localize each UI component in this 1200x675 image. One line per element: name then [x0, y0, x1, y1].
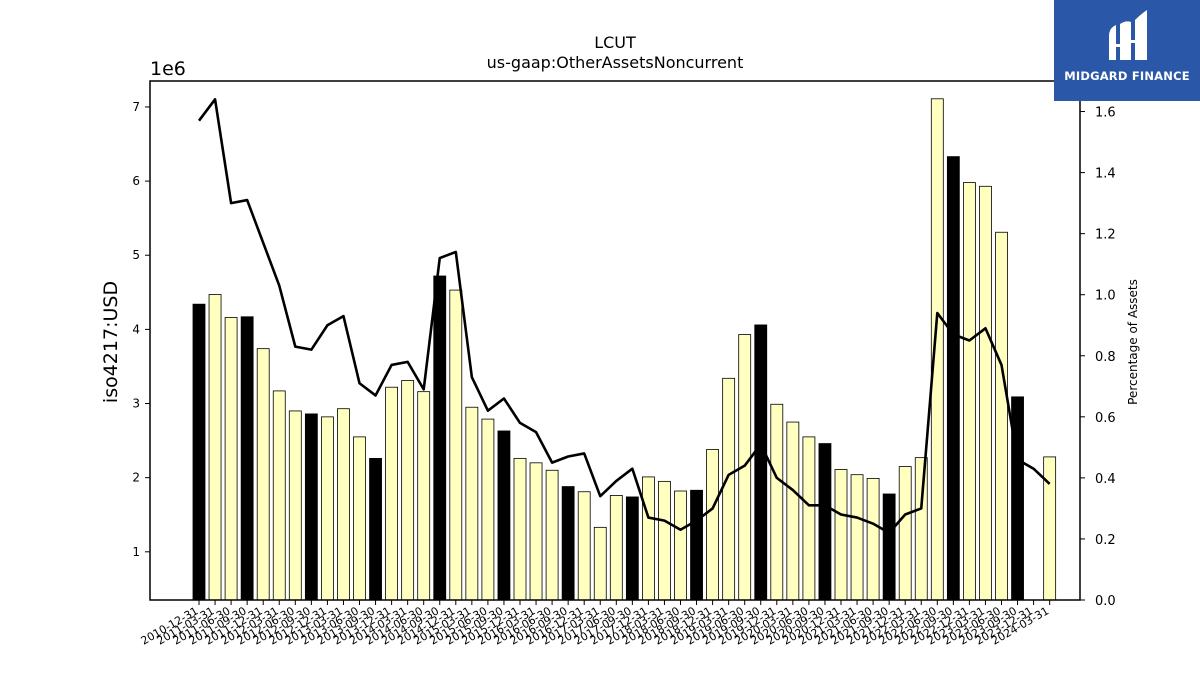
bar	[208, 294, 222, 601]
bar	[882, 493, 896, 601]
chart-subtitle: us-gaap:OtherAssetsNoncurrent	[487, 53, 744, 72]
y-tick-label-right: 0.0	[1095, 594, 1116, 609]
bar	[240, 316, 254, 601]
bar	[353, 436, 366, 601]
brand-logo: MIDGARD FINANCE	[1054, 0, 1200, 101]
bar	[963, 182, 976, 601]
y-tick-label-right: 1.4	[1095, 167, 1116, 182]
bar	[224, 317, 238, 601]
bar	[497, 430, 511, 601]
bar	[192, 303, 206, 601]
bar	[593, 526, 607, 601]
bar	[401, 380, 415, 601]
bar	[513, 457, 527, 601]
bar	[465, 406, 479, 601]
bar	[609, 495, 623, 601]
plot-frame	[149, 80, 1081, 601]
bar	[625, 496, 639, 601]
y-tick-label-left: 5	[132, 248, 140, 262]
bars-layer	[192, 98, 1057, 601]
bar	[690, 489, 703, 601]
bar	[770, 403, 784, 601]
bar	[802, 436, 816, 601]
bar	[577, 491, 591, 601]
y-tick-label-left: 4	[132, 322, 140, 336]
bar	[754, 324, 768, 601]
y-tick-label-left: 7	[132, 100, 140, 114]
y-tick-label-right: 1.2	[1095, 228, 1116, 243]
y-tick-label-left: 6	[132, 174, 140, 188]
midgard-m-logo-icon	[1109, 10, 1147, 60]
y-tick-label-left: 1	[132, 545, 140, 559]
bar	[561, 486, 575, 601]
y-axis-label-left: iso4217:USD	[100, 281, 122, 403]
y-tick-label-left: 3	[132, 397, 140, 411]
bar	[786, 421, 800, 601]
bar	[256, 348, 270, 601]
y-axis-label-right: Percentage of Assets	[1126, 279, 1140, 405]
bar	[320, 416, 334, 601]
bar	[995, 231, 1008, 601]
bar	[545, 469, 559, 601]
y-tick-label-right: 0.8	[1095, 350, 1116, 365]
bar	[834, 469, 848, 601]
brand-name: MIDGARD FINANCE	[1064, 69, 1190, 83]
bar	[337, 408, 350, 601]
bar	[417, 391, 431, 601]
chart-title: LCUT	[594, 33, 636, 52]
bar	[369, 457, 382, 601]
bar	[866, 478, 880, 601]
y-tick-label-right: 0.6	[1095, 411, 1116, 426]
bar	[979, 185, 992, 601]
bar	[288, 410, 302, 601]
axes-layer: 12345670.00.20.40.60.81.01.21.41.62010-1…	[132, 80, 1116, 648]
bar	[385, 386, 399, 601]
bar	[850, 474, 864, 601]
bar	[481, 418, 495, 601]
bar	[449, 289, 463, 601]
bar	[946, 156, 960, 601]
bar	[304, 413, 318, 601]
bar	[272, 390, 286, 601]
y-tick-label-right: 0.4	[1095, 472, 1116, 487]
y-tick-label-right: 0.2	[1095, 533, 1116, 548]
percentage-line	[197, 98, 1051, 535]
bar	[722, 377, 736, 601]
bar	[898, 466, 912, 601]
bar	[674, 490, 687, 601]
y-tick-label-right: 1.0	[1095, 289, 1116, 304]
bar	[642, 476, 655, 601]
y-tick-label-right: 1.6	[1095, 106, 1116, 121]
bar	[658, 480, 671, 601]
bar	[433, 275, 447, 601]
y-tick-label-left: 2	[132, 471, 140, 485]
line-layer	[197, 98, 1051, 535]
bar	[529, 462, 543, 601]
bar	[818, 443, 832, 601]
bar	[914, 457, 928, 601]
y-scale-label: 1e6	[150, 58, 186, 80]
bar	[706, 449, 719, 601]
